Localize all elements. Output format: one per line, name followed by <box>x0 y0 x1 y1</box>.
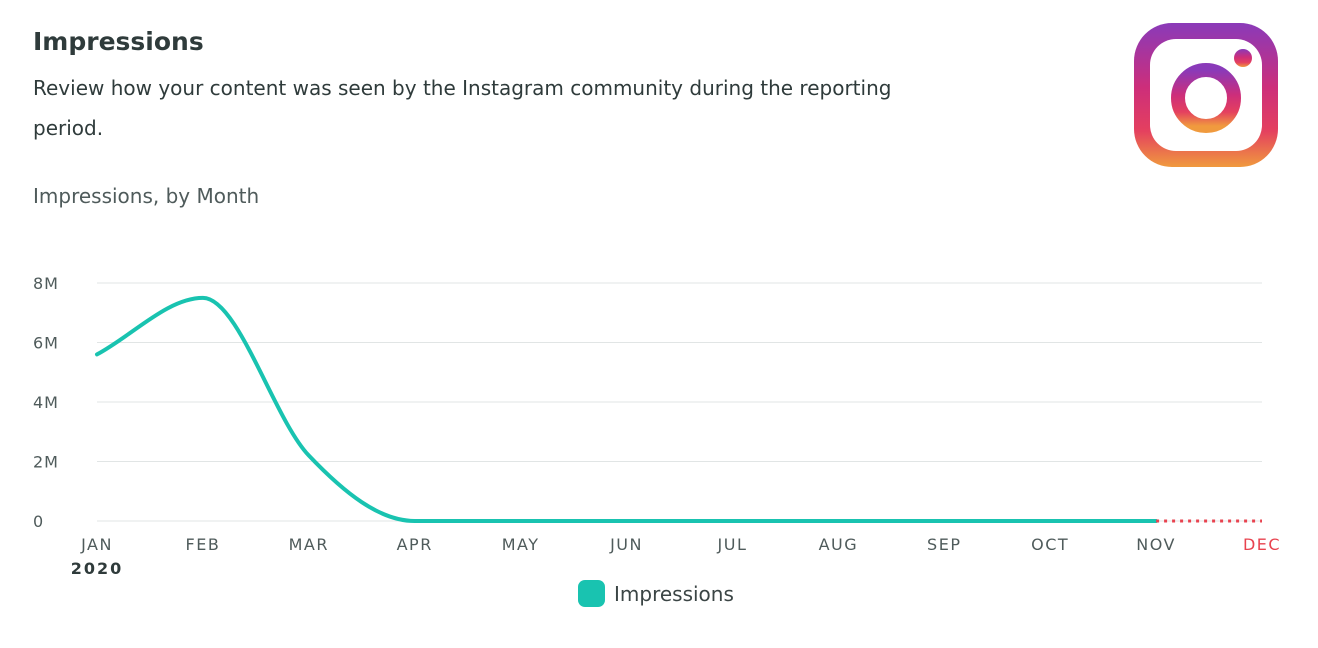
x-tick-label: APR <box>397 535 433 554</box>
x-tick-label: MAY <box>502 535 540 554</box>
legend-swatch <box>578 580 605 607</box>
x-tick-label: JAN <box>80 535 113 554</box>
chart-legend[interactable]: Impressions <box>578 580 734 607</box>
x-tick-label: DEC <box>1243 535 1281 554</box>
page-description: Review how your content was seen by the … <box>33 76 892 140</box>
series-line-impressions <box>95 295 1159 523</box>
y-tick-label: 8M <box>33 274 59 293</box>
x-tick-label: SEP <box>927 535 961 554</box>
x-tick-label: OCT <box>1031 535 1069 554</box>
y-tick-label: 2M <box>33 453 59 472</box>
x-tick-label: JUL <box>717 535 748 554</box>
legend-label: Impressions <box>614 581 734 606</box>
x-year-label: 2020 <box>71 559 124 578</box>
instagram-logo-icon <box>1134 23 1278 167</box>
y-tick-label: 4M <box>33 393 59 412</box>
x-tick-label: JUN <box>609 535 643 554</box>
x-tick-label: MAR <box>289 535 329 554</box>
y-tick-label: 0 <box>33 512 44 531</box>
x-tick-label: AUG <box>819 535 859 554</box>
chart-title: Impressions, by Month <box>33 184 260 208</box>
y-tick-label: 6M <box>33 334 59 353</box>
x-tick-label: NOV <box>1136 535 1176 554</box>
page-title: Impressions <box>33 27 204 56</box>
x-tick-label: FEB <box>186 535 221 554</box>
